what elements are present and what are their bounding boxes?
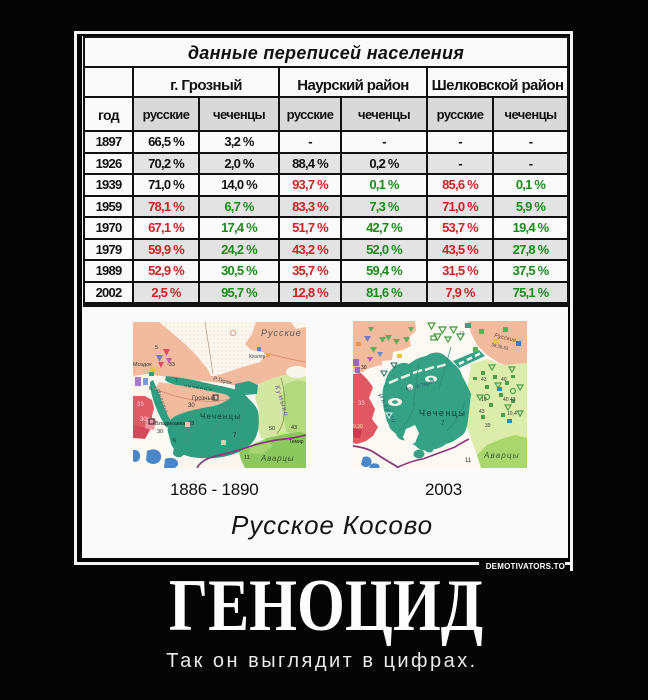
svg-text:Темир: Темир — [289, 439, 304, 445]
svg-text:6: 6 — [173, 438, 176, 444]
svg-text:43: 43 — [479, 409, 485, 415]
svg-text:7: 7 — [233, 433, 237, 439]
svg-text:43: 43 — [291, 425, 297, 431]
svg-text:33: 33 — [188, 421, 194, 427]
svg-text:6: 6 — [149, 386, 152, 392]
svg-text:11: 11 — [244, 455, 250, 461]
svg-text:40: 40 — [501, 377, 507, 383]
svg-text:Р.Терек: Р.Терек — [213, 376, 234, 387]
svg-text:13: 13 — [459, 330, 465, 335]
svg-text:7: 7 — [175, 378, 178, 384]
svg-text:Русские: Русские — [494, 333, 518, 344]
svg-text:11: 11 — [465, 458, 472, 464]
svg-text:-33: -33 — [167, 362, 175, 368]
svg-text:10,4: 10,4 — [507, 411, 517, 417]
svg-text:40 43: 40 43 — [503, 397, 516, 403]
svg-text:Кизляр: Кизляр — [249, 354, 266, 360]
svg-text:30: 30 — [188, 403, 195, 409]
svg-text:30: 30 — [140, 417, 147, 423]
svg-text:7: 7 — [441, 421, 445, 427]
svg-text:50: 50 — [406, 386, 412, 391]
svg-text:38,30,53: 38,30,53 — [491, 342, 510, 351]
svg-text:9,30: 9,30 — [353, 424, 363, 430]
svg-text:5: 5 — [155, 345, 158, 351]
svg-text:чеченцы: чеченцы — [184, 383, 214, 393]
svg-text:Чеченцы: Чеченцы — [200, 412, 241, 421]
svg-text:Грозный: Грозный — [192, 395, 215, 402]
svg-text:50: 50 — [269, 426, 275, 432]
svg-text:43: 43 — [481, 377, 487, 383]
svg-text:Русские: Русские — [261, 328, 302, 338]
svg-text:33: 33 — [137, 402, 144, 408]
svg-text:Владикавказ: Владикавказ — [155, 421, 188, 427]
svg-text:Аварцы: Аварцы — [260, 454, 295, 463]
svg-text:Аварцы: Аварцы — [483, 451, 520, 460]
svg-text:33: 33 — [358, 401, 365, 407]
svg-text:Моздок: Моздок — [133, 362, 152, 368]
svg-text:30: 30 — [157, 429, 163, 435]
svg-text:Чеченцы: Чеченцы — [419, 408, 467, 418]
svg-text:30: 30 — [361, 365, 367, 371]
svg-text:10: 10 — [481, 397, 487, 403]
svg-text:39: 39 — [485, 423, 491, 429]
